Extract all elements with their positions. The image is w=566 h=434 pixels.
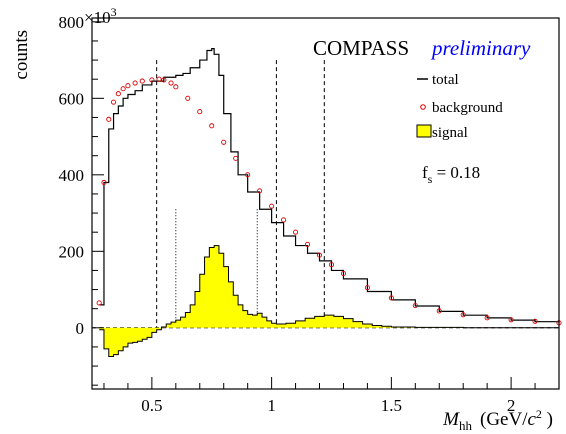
background-point [209, 123, 215, 129]
preliminary-label: preliminary [430, 36, 531, 60]
background-series [96, 76, 562, 326]
background-point [156, 76, 162, 82]
legend-signal-swatch [416, 124, 432, 138]
background-point [484, 315, 490, 321]
legend-background-label: background [432, 100, 503, 116]
y-tick-label: 800 [59, 13, 85, 32]
background-point [125, 83, 131, 89]
background-point [293, 229, 299, 235]
y-tick-label: 0 [76, 319, 85, 338]
background-point [460, 312, 466, 318]
background-point [120, 86, 126, 92]
plot-frame [91, 17, 560, 390]
y-tick-label: 200 [59, 242, 85, 261]
background-point [185, 95, 191, 101]
background-point [364, 285, 370, 291]
background-point [245, 172, 251, 178]
y-axis-label: counts [11, 30, 32, 80]
y-tick-label: 400 [59, 166, 85, 185]
fs-annotation: fs = 0.18 [422, 163, 480, 186]
background-point [340, 270, 347, 277]
background-point [328, 262, 335, 268]
background-point [132, 80, 138, 86]
background-point [257, 188, 263, 194]
signal-outline [99, 245, 559, 357]
signal-series [99, 245, 559, 357]
total-line [99, 47, 560, 324]
y-axis: 0 200 400 600 800 [59, 13, 104, 386]
background-point [161, 77, 167, 83]
collaboration-label: COMPASS [313, 36, 409, 60]
background-point [106, 116, 112, 122]
background-point [316, 252, 323, 258]
background-point [508, 317, 514, 323]
background-point [139, 78, 145, 84]
x-tick-label: 1.5 [381, 396, 402, 415]
background-point [436, 308, 442, 314]
background-point [168, 80, 174, 86]
background-point [281, 217, 287, 223]
x-tick-label: 0.5 [141, 396, 162, 415]
x-axis: 0.5 1 1.5 2 [103, 377, 560, 415]
total-series [99, 47, 560, 324]
background-point [233, 155, 239, 161]
y-tick-label: 600 [59, 89, 85, 108]
background-point [304, 241, 311, 247]
signal-fill [99, 245, 559, 357]
background-point [412, 303, 418, 309]
legend-signal-label: signal [432, 125, 468, 141]
legend-total-label: total [432, 72, 459, 88]
y-multiplier: ×103 [84, 5, 117, 27]
background-point [111, 99, 117, 105]
x-tick-label: 1 [267, 396, 276, 415]
background-point [388, 295, 394, 301]
background-point [173, 84, 179, 90]
x-tick-label: 2 [507, 396, 516, 415]
background-point [221, 139, 227, 145]
background-point [115, 91, 121, 97]
background-point [96, 300, 102, 306]
background-point [532, 318, 538, 324]
legend-background-swatch [420, 104, 426, 110]
legend: total background signal [416, 72, 503, 141]
background-point [197, 109, 203, 115]
background-point [149, 77, 155, 83]
background-point [269, 203, 275, 209]
x-axis-label: Mhh (GeV/c2 ) [442, 407, 553, 433]
background-point [101, 179, 107, 186]
